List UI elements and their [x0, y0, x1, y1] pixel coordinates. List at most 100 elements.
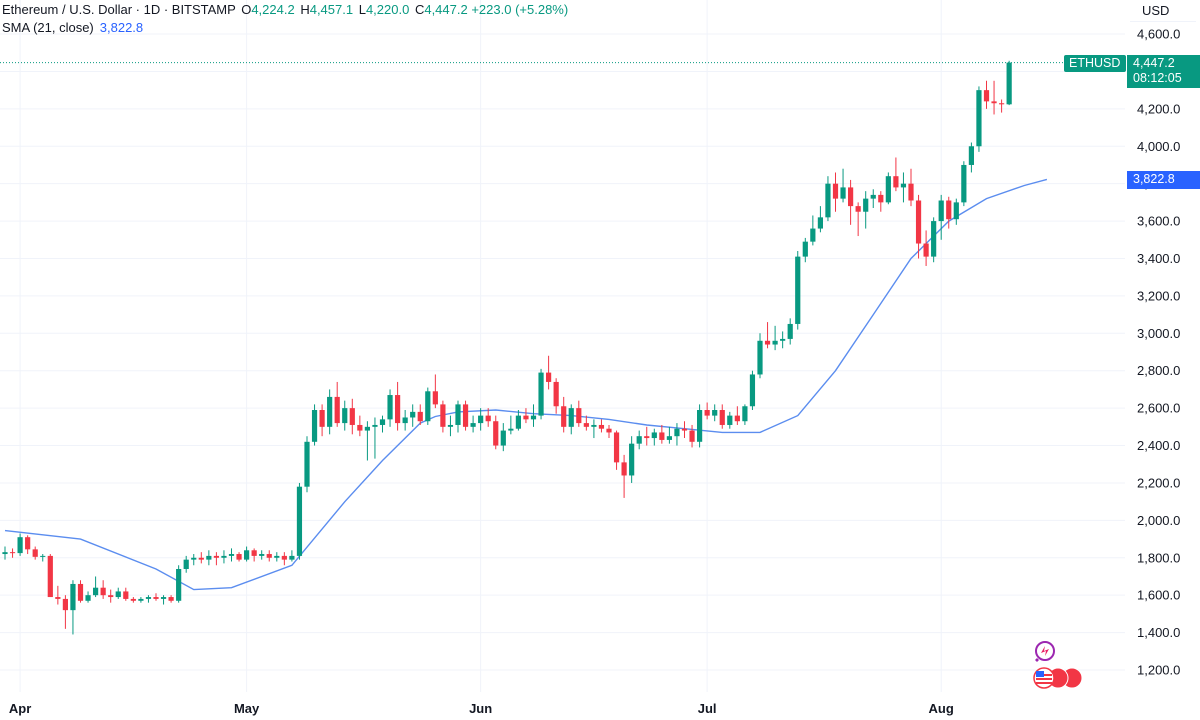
- symbol-title[interactable]: Ethereum / U.S. Dollar · 1D · BITSTAMP: [2, 2, 236, 17]
- candle: [727, 411, 733, 429]
- candle-body: [455, 404, 461, 425]
- sma-legend[interactable]: SMA (21, close) 3,822.8: [2, 20, 143, 35]
- candle: [93, 576, 99, 598]
- candle-body: [432, 391, 438, 405]
- x-tick-label: Apr: [9, 701, 31, 716]
- symbol-tag: ETHUSD: [1064, 55, 1126, 72]
- candle: [689, 424, 695, 448]
- candle: [440, 400, 446, 433]
- candle: [704, 402, 710, 420]
- candle: [855, 202, 861, 237]
- candle-body: [583, 423, 589, 427]
- candle-body: [915, 200, 922, 244]
- candle: [447, 415, 454, 437]
- candle: [802, 237, 808, 263]
- candle: [455, 400, 461, 433]
- candle-body: [515, 415, 521, 429]
- candle-body: [508, 428, 514, 431]
- candle: [349, 398, 355, 435]
- candlestick-series: [2, 60, 1012, 635]
- candle: [478, 408, 484, 431]
- y-tick-label: 2,800.0: [1137, 363, 1180, 378]
- candle: [553, 378, 559, 414]
- candle: [342, 400, 348, 431]
- candle: [372, 417, 378, 459]
- candle: [878, 191, 884, 212]
- candle: [629, 436, 635, 483]
- low-label: L: [358, 2, 366, 17]
- candle: [470, 415, 476, 433]
- currency-label[interactable]: USD: [1130, 0, 1196, 22]
- candle: [500, 423, 506, 452]
- candle-body: [62, 598, 68, 611]
- candle: [251, 548, 257, 562]
- candle-body: [666, 436, 672, 440]
- candle: [795, 251, 801, 330]
- candle-body: [757, 340, 763, 375]
- candle: [153, 593, 159, 601]
- candle-body: [780, 338, 786, 341]
- candle: [825, 176, 831, 222]
- candle: [915, 194, 922, 259]
- candle: [893, 157, 899, 192]
- sparkle-icon[interactable]: [1030, 638, 1060, 668]
- candle: [576, 400, 582, 427]
- candle: [25, 535, 31, 555]
- candle: [176, 565, 182, 603]
- sma-label: SMA (21, close): [2, 20, 94, 35]
- candle-body: [40, 555, 46, 557]
- y-tick-label: 3,200.0: [1137, 288, 1180, 303]
- candle: [908, 168, 914, 207]
- candle-body: [553, 381, 559, 407]
- candle-body: [168, 597, 174, 601]
- candle: [983, 80, 990, 109]
- candle: [228, 548, 235, 562]
- y-tick-label: 1,400.0: [1137, 625, 1180, 640]
- candle: [764, 322, 771, 349]
- candle: [659, 424, 665, 444]
- candle: [923, 230, 929, 266]
- candle-body: [417, 411, 423, 422]
- us-flag-icon[interactable]: [1032, 666, 1084, 690]
- candle-body: [228, 554, 235, 556]
- candle: [644, 426, 650, 446]
- candle: [379, 415, 386, 433]
- candle: [160, 595, 167, 605]
- candle: [697, 404, 703, 448]
- candle-body: [364, 426, 370, 431]
- high-label: H: [300, 2, 310, 17]
- candle-body: [1006, 62, 1012, 105]
- candle: [123, 587, 129, 601]
- candle: [976, 86, 982, 152]
- candle-body: [357, 424, 363, 431]
- candle-body: [719, 410, 725, 425]
- candle-body: [885, 176, 891, 203]
- candle-body: [100, 587, 106, 596]
- candle-body: [395, 395, 401, 424]
- candle: [961, 161, 967, 207]
- candle-body: [538, 372, 544, 416]
- candle-body: [334, 396, 340, 424]
- time-axis[interactable]: Apr May Jun Jul Aug: [9, 701, 954, 716]
- candle-body: [470, 423, 476, 427]
- sma-value: 3,822.8: [99, 20, 144, 35]
- candle: [870, 189, 876, 208]
- low-value: 4,220.0: [365, 2, 410, 17]
- sma-line-layer: [4, 178, 1048, 591]
- candle-body: [908, 183, 914, 201]
- candle-body: [749, 374, 756, 407]
- candle-body: [500, 430, 506, 446]
- candle-body: [311, 410, 318, 442]
- price-axis[interactable]: 1,200.0 1,400.0 1,600.0 1,800.0 2,000.0 2,200…: [1137, 27, 1180, 678]
- candle: [772, 325, 778, 351]
- candle: [334, 381, 340, 427]
- candle-body: [983, 90, 990, 102]
- candle: [183, 555, 189, 573]
- candle: [191, 554, 197, 566]
- candle-body: [598, 424, 605, 429]
- candle-body: [244, 550, 250, 560]
- candle: [546, 355, 552, 390]
- y-tick-label: 2,400.0: [1137, 438, 1180, 453]
- candle: [402, 410, 408, 431]
